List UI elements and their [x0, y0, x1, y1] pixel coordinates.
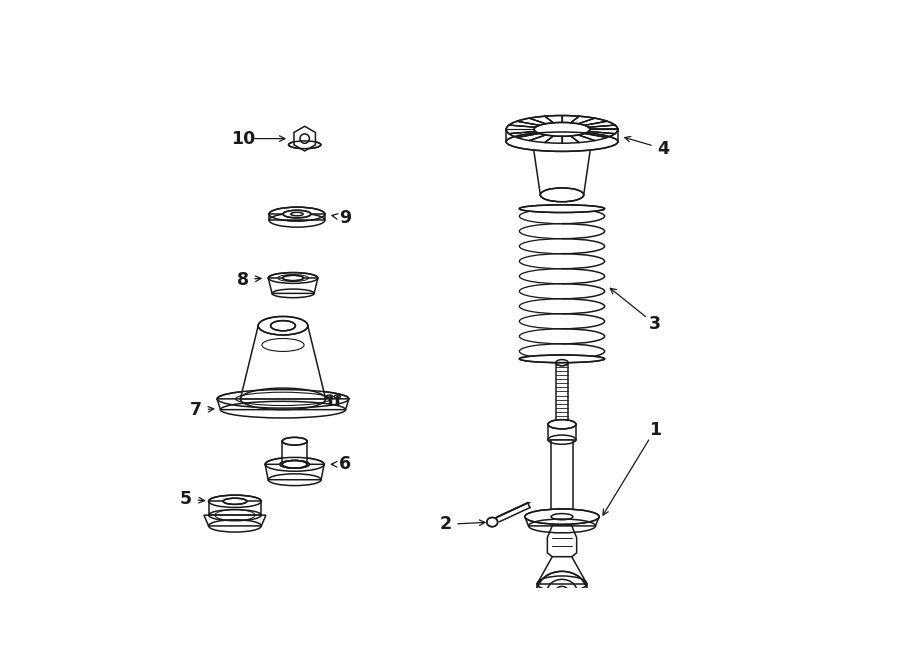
- Ellipse shape: [283, 210, 310, 218]
- Ellipse shape: [217, 389, 349, 408]
- Ellipse shape: [487, 518, 498, 527]
- Text: 7: 7: [190, 401, 203, 420]
- Ellipse shape: [534, 122, 590, 136]
- Polygon shape: [506, 130, 617, 141]
- Ellipse shape: [525, 509, 599, 524]
- Polygon shape: [551, 440, 573, 517]
- Text: 1: 1: [649, 420, 662, 439]
- Ellipse shape: [258, 317, 308, 335]
- Ellipse shape: [519, 355, 605, 363]
- Polygon shape: [240, 326, 326, 399]
- Polygon shape: [537, 557, 587, 584]
- Polygon shape: [266, 464, 324, 480]
- Ellipse shape: [269, 207, 325, 221]
- Polygon shape: [533, 141, 591, 195]
- Text: 4: 4: [657, 139, 669, 157]
- Polygon shape: [525, 517, 599, 526]
- Ellipse shape: [506, 132, 617, 151]
- Ellipse shape: [548, 420, 576, 429]
- Text: 3: 3: [649, 315, 661, 333]
- Polygon shape: [204, 515, 266, 526]
- Ellipse shape: [519, 205, 605, 213]
- Polygon shape: [217, 399, 349, 410]
- Ellipse shape: [271, 321, 295, 330]
- Polygon shape: [294, 126, 315, 151]
- Polygon shape: [283, 442, 307, 464]
- Ellipse shape: [289, 141, 320, 149]
- Text: 8: 8: [237, 270, 248, 288]
- Ellipse shape: [537, 571, 587, 611]
- Text: 5: 5: [180, 490, 193, 508]
- Text: 6: 6: [339, 455, 351, 473]
- Ellipse shape: [209, 495, 261, 508]
- Ellipse shape: [283, 438, 307, 445]
- Polygon shape: [537, 584, 587, 592]
- Text: 2: 2: [440, 516, 452, 533]
- Polygon shape: [209, 501, 261, 515]
- Ellipse shape: [268, 272, 318, 284]
- Ellipse shape: [283, 461, 307, 468]
- Ellipse shape: [223, 498, 247, 504]
- Polygon shape: [268, 278, 318, 293]
- Text: 9: 9: [339, 209, 351, 227]
- Text: 10: 10: [230, 130, 255, 147]
- Polygon shape: [547, 526, 577, 557]
- Polygon shape: [269, 214, 325, 220]
- Ellipse shape: [556, 360, 568, 366]
- Polygon shape: [548, 424, 576, 440]
- Ellipse shape: [266, 457, 324, 471]
- Ellipse shape: [283, 275, 303, 281]
- Ellipse shape: [280, 461, 310, 468]
- Ellipse shape: [540, 188, 584, 202]
- Ellipse shape: [506, 116, 617, 143]
